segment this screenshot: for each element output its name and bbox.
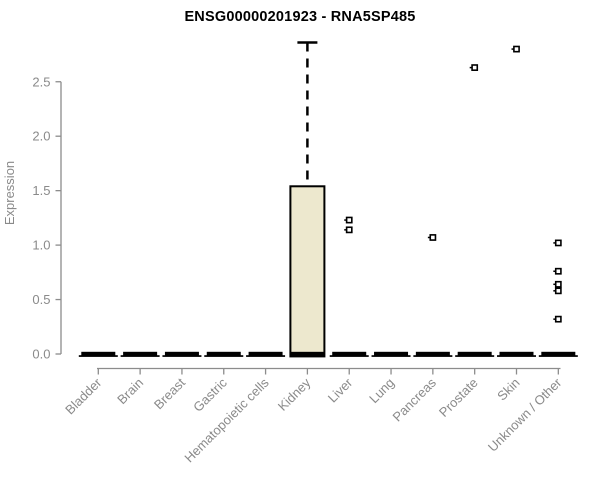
y-axis-tick-label: 0.5: [32, 292, 50, 307]
zero-median-bar: [499, 351, 534, 357]
x-axis-tick-label: Kidney: [275, 375, 314, 414]
outlier-point: [554, 239, 562, 247]
zero-median-bar: [123, 351, 158, 357]
y-axis-tick-label: 0.0: [32, 347, 50, 362]
x-axis-tick-label: Bladder: [62, 375, 105, 418]
zero-median-bar: [415, 351, 450, 357]
median-bar: [289, 351, 325, 357]
outlier-point: [345, 216, 353, 224]
y-axis-title: Expression: [2, 161, 17, 225]
chart-title: ENSG00000201923 - RNA5SP485: [184, 9, 416, 25]
outlier-point: [429, 234, 437, 241]
x-axis-tick-label: Prostate: [436, 375, 481, 420]
outlier-point: [345, 226, 353, 234]
x-axis-tick-label: Liver: [325, 375, 356, 406]
x-axis-tick-label: Brain: [114, 375, 146, 407]
x-axis-tick-label: Gastric: [190, 375, 230, 415]
y-axis-tick-label: 2.5: [32, 74, 50, 89]
outlier-point: [554, 315, 562, 323]
outlier-point: [471, 64, 479, 71]
zero-median-bar: [164, 351, 199, 357]
zero-median-bar: [374, 351, 409, 357]
zero-median-bar: [81, 351, 116, 357]
zero-median-bar: [457, 351, 492, 357]
x-axis-tick-label: Pancreas: [390, 375, 440, 425]
y-axis-tick-label: 1.5: [32, 183, 50, 198]
x-axis-tick-label: Lung: [366, 375, 397, 406]
outlier-point: [554, 280, 562, 288]
zero-median-bar: [541, 351, 576, 357]
x-axis-tick-label: Breast: [151, 375, 188, 412]
zero-median-bar: [332, 351, 367, 357]
zero-median-bar: [206, 351, 241, 357]
outlier-point: [513, 45, 520, 53]
x-axis-tick-label: Skin: [494, 375, 522, 403]
zero-median-bar: [248, 351, 283, 357]
y-axis-tick-label: 1.0: [32, 238, 50, 253]
y-axis-tick-label: 2.0: [32, 129, 50, 144]
box: [289, 185, 326, 358]
outlier-point: [554, 287, 562, 295]
x-axis-tick-label: Unknown / Other: [485, 375, 565, 455]
outlier-point: [554, 267, 562, 275]
